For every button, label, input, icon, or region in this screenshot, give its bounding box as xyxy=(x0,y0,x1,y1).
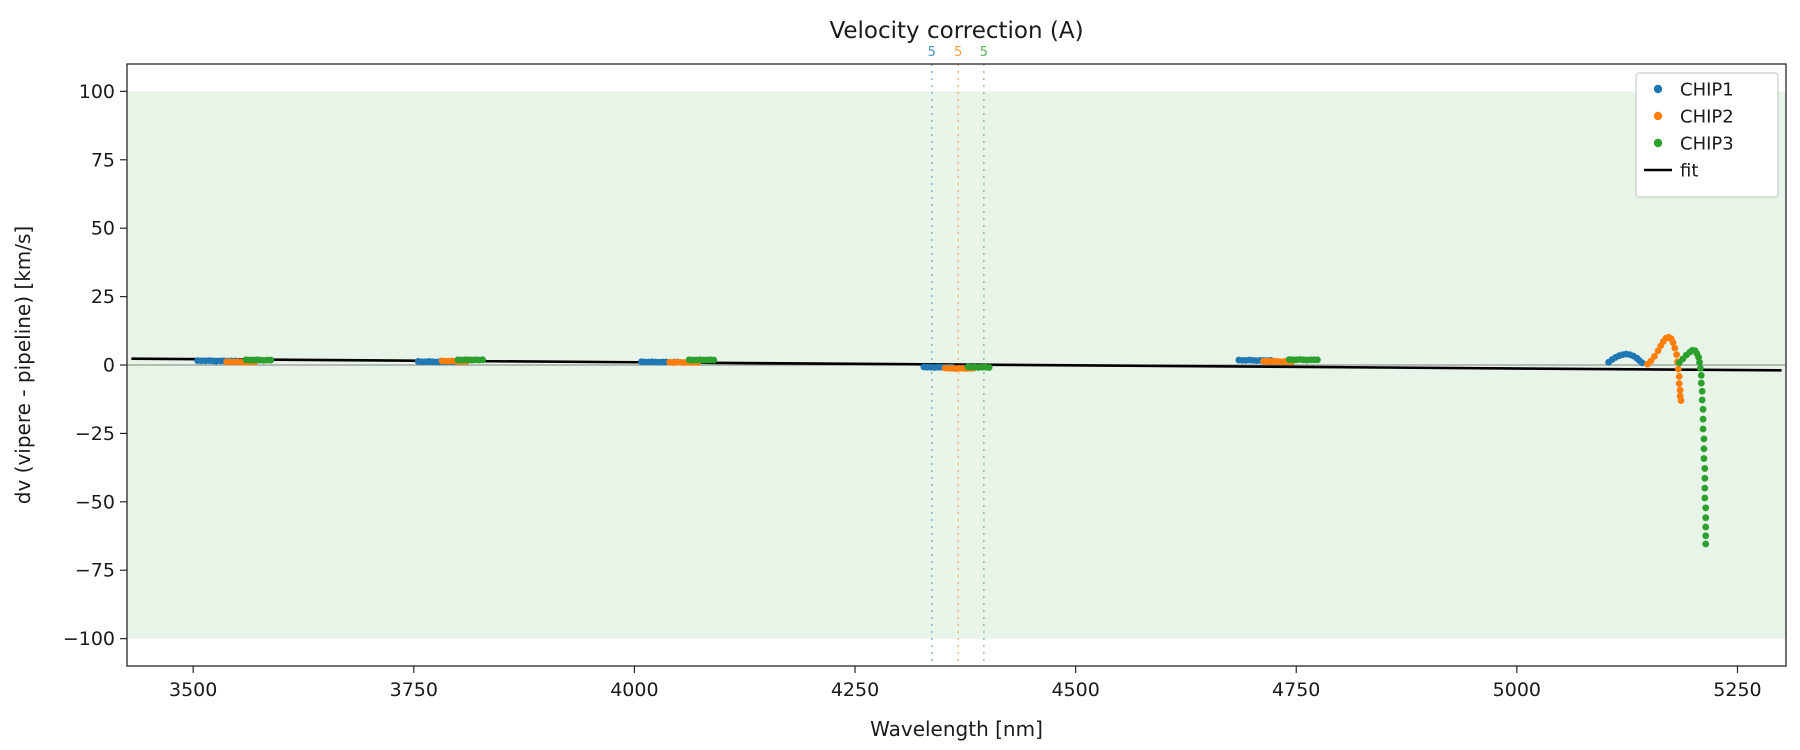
data-point xyxy=(1674,365,1682,373)
y-axis-title: dv (vipere - pipeline) [km/s] xyxy=(11,226,35,504)
legend-marker-CHIP3 xyxy=(1653,138,1663,148)
x-tick-label: 4750 xyxy=(1272,679,1320,701)
x-tick-label: 4000 xyxy=(610,679,658,701)
data-point xyxy=(1677,397,1685,404)
legend-box xyxy=(1635,72,1779,198)
x-tick-label: 4250 xyxy=(831,679,879,701)
data-point xyxy=(1675,373,1683,380)
data-point xyxy=(1700,445,1708,453)
vline-label: 5 xyxy=(954,45,962,60)
legend-marker-CHIP1 xyxy=(1653,84,1663,94)
data-point xyxy=(1697,379,1705,387)
x-tick-label: 4500 xyxy=(1051,679,1099,701)
data-point xyxy=(1676,386,1684,394)
vline-label: 5 xyxy=(980,45,988,60)
legend-marker-CHIP2 xyxy=(1653,111,1663,121)
y-tick-label: −75 xyxy=(75,560,115,582)
data-point xyxy=(1701,484,1709,492)
legend-label-CHIP1: CHIP1 xyxy=(1680,80,1734,101)
data-point xyxy=(1699,405,1707,413)
data-point xyxy=(1702,514,1710,522)
fit-line-path xyxy=(131,357,1782,372)
data-point xyxy=(1669,339,1677,346)
data-point xyxy=(1697,364,1704,372)
data-point xyxy=(1698,387,1706,395)
x-tick-label: 3750 xyxy=(390,679,438,701)
data-point xyxy=(1673,351,1680,359)
x-tick-label: 5250 xyxy=(1713,679,1761,701)
y-tick-label: −50 xyxy=(75,491,115,513)
data-point xyxy=(1698,396,1706,404)
data-point xyxy=(1697,371,1705,379)
data-point xyxy=(1702,532,1710,540)
y-tick-label: −25 xyxy=(75,423,115,445)
y-tick-label: 50 xyxy=(91,218,115,240)
fit-line xyxy=(131,357,1782,372)
data-point xyxy=(1701,465,1709,472)
data-point xyxy=(1675,380,1683,388)
data-point xyxy=(1701,494,1709,502)
data-point xyxy=(1702,523,1710,531)
chart-title-text: Velocity correction (A) xyxy=(829,18,1083,44)
data-point xyxy=(1700,455,1708,462)
legend: CHIP1 CHIP2 CHIP3 fit xyxy=(1635,72,1779,198)
scatter-series-CHIP3 xyxy=(242,346,1710,548)
legend-label-CHIP3: CHIP3 xyxy=(1680,134,1734,155)
y-tick-label: 75 xyxy=(91,149,115,171)
data-point xyxy=(1696,358,1703,366)
data-point xyxy=(985,364,993,371)
data-point xyxy=(1699,425,1707,433)
legend-label-fit: fit xyxy=(1680,161,1698,182)
data-point xyxy=(1702,504,1710,512)
data-point xyxy=(267,356,275,364)
data-point xyxy=(1638,359,1646,367)
data-point xyxy=(1671,344,1679,352)
x-tick-label: 3500 xyxy=(169,679,217,701)
chart-title: Velocity correction (A) xyxy=(829,18,1083,44)
vline-label: 5 xyxy=(928,45,936,60)
y-tick-label: 0 xyxy=(103,355,115,377)
x-tick-label: 5000 xyxy=(1493,679,1541,701)
y-axis: −100 −75 −50 −25 0 25 50 75 100 dv (vipere - pipe… xyxy=(11,81,127,650)
data-point xyxy=(1647,357,1655,365)
y-tick-label: 100 xyxy=(79,81,115,103)
x-axis: 3500 3750 4000 4250 4500 4750 5000 5250 Waveleng… xyxy=(169,666,1762,741)
data-point xyxy=(1700,435,1708,443)
legend-label-CHIP2: CHIP2 xyxy=(1680,107,1734,128)
data-point xyxy=(1701,474,1709,482)
data-point xyxy=(1702,540,1710,548)
data-point xyxy=(710,356,718,364)
x-axis-title: Wavelength [nm] xyxy=(870,717,1043,741)
data-point xyxy=(1651,352,1658,360)
y-tick-label: 25 xyxy=(91,286,115,308)
data-point xyxy=(1314,356,1321,364)
data-point xyxy=(479,356,487,364)
data-point xyxy=(1699,415,1707,423)
y-tick-label: −100 xyxy=(63,628,115,650)
